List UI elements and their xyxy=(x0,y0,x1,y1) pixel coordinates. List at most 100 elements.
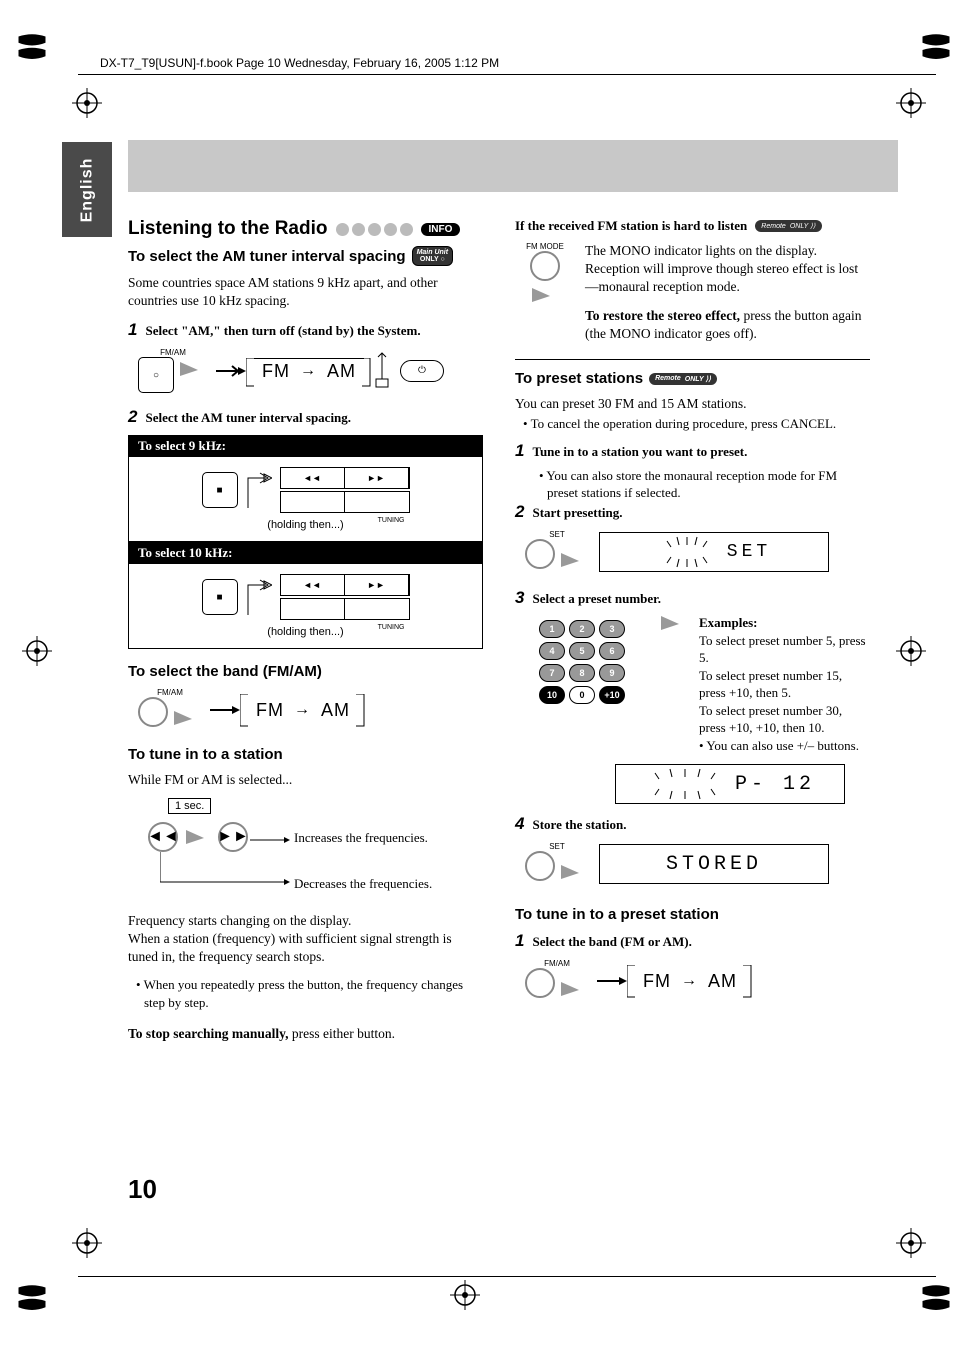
lcd-preset: P- 12 xyxy=(615,764,845,804)
subsection-text: To select the AM tuner interval spacing xyxy=(128,248,406,265)
rewind-icon: ◄◄ xyxy=(281,468,345,488)
tuning-buttons: ◄◄ ►► xyxy=(280,467,410,489)
reg-mark-br xyxy=(896,1228,926,1263)
remote-only-badge: Remote ONLY ⟩⟩ xyxy=(755,220,821,232)
lcd-p-text: P- 12 xyxy=(735,773,815,796)
example-1: To select preset number 5, press 5. xyxy=(699,633,866,666)
am-label: AM xyxy=(327,361,356,382)
arrow-icon: → xyxy=(294,701,311,719)
lcd-stored-text: STORED xyxy=(666,853,762,876)
keypad: 1 2 3 4 5 6 7 8 9 10 0 +10 xyxy=(539,620,625,704)
reg-mark-tl xyxy=(72,88,102,123)
select-10khz-box: ■ ◄◄ ►► TUNING (holding then...) xyxy=(128,564,483,649)
am-label: AM xyxy=(708,971,737,992)
key-4: 4 xyxy=(539,642,565,660)
decorative-dots xyxy=(336,223,413,236)
press-arrow-icon xyxy=(178,360,208,378)
pointer-icon xyxy=(372,351,392,391)
set-label: SET xyxy=(525,530,589,539)
increases-text: Increases the frequencies. xyxy=(294,830,428,846)
preset-cancel: • To cancel the operation during procedu… xyxy=(523,415,870,433)
step-number: 3 xyxy=(515,588,524,608)
preset-cancel-text: To cancel the operation during procedure… xyxy=(531,416,837,431)
subsection-am-interval: To select the AM tuner interval spacing … xyxy=(128,246,483,266)
fmam-label: FM/AM xyxy=(525,959,589,968)
arrow-icon: → xyxy=(681,972,698,990)
holding-text: (holding then...) xyxy=(267,626,343,638)
binder-mark-br xyxy=(918,1283,954,1319)
key-8: 8 xyxy=(569,664,595,682)
language-tab-label: English xyxy=(78,157,96,222)
diagram-stored: SET STORED xyxy=(525,842,870,886)
p-step1-text: Tune in to a station you want to preset. xyxy=(532,444,870,460)
key-5: 5 xyxy=(569,642,595,660)
press-arrow-icon xyxy=(184,828,214,846)
select-9khz-header: To select 9 kHz: xyxy=(128,435,483,457)
fm-am-cycle: FM → AM xyxy=(248,698,358,723)
stop-button-icon: ■ xyxy=(202,472,238,508)
diagram-band-2: FM/AM FM → AM xyxy=(525,959,870,1003)
crop-line-bottom xyxy=(78,1276,936,1277)
arrow-right-icon xyxy=(597,974,627,988)
diagram-band: FM/AM FM → AM xyxy=(138,688,483,732)
arrow-icon: → xyxy=(300,362,317,380)
fmam-round-button-icon xyxy=(138,697,168,727)
burst-icon xyxy=(645,767,735,801)
divider xyxy=(515,359,870,360)
tuning-buttons-2: TUNING xyxy=(280,598,410,620)
binder-mark-tl xyxy=(14,32,50,68)
diagram-tune: 1 sec. ◄◄ ►► Increases the frequencies. … xyxy=(138,798,483,898)
intro-text: Some countries space AM stations 9 kHz a… xyxy=(128,274,483,310)
p-step1-sub-text: You can also store the monaural receptio… xyxy=(546,468,837,501)
tune-intro: While FM or AM is selected... xyxy=(128,771,483,789)
example-2: To select preset number 15, press +10, t… xyxy=(699,668,842,701)
step-number: 2 xyxy=(515,502,524,522)
forward-button-icon: ►► xyxy=(218,822,248,852)
press-arrow-icon xyxy=(172,709,202,727)
press-arrow-icon xyxy=(530,286,560,304)
tp-step1-text: Select the band (FM or AM). xyxy=(532,934,870,950)
step-2-text: Select the AM tuner interval spacing. xyxy=(145,410,483,426)
p-step4-text: Store the station. xyxy=(532,817,870,833)
reg-mark-bc xyxy=(450,1280,480,1315)
line-down-icon xyxy=(160,852,290,888)
fmam-label: FM/AM xyxy=(138,688,202,697)
decreases-text: Decreases the frequencies. xyxy=(294,876,432,892)
set-button-icon xyxy=(525,539,555,569)
preset-title: To preset stations Remote ONLY ⟩⟩ xyxy=(515,370,870,387)
right-column: If the received FM station is hard to li… xyxy=(515,218,870,1054)
preset-step-2: 2 Start presetting. xyxy=(515,502,870,522)
select-10khz-header: To select 10 kHz: xyxy=(128,542,483,564)
reg-mark-tr xyxy=(896,88,926,123)
step-1-text: Select "AM," then turn off (stand by) th… xyxy=(145,323,483,339)
fmam-button-icon: ○ xyxy=(138,357,174,393)
doc-header: DX-T7_T9[USUN]-f.book Page 10 Wednesday,… xyxy=(100,56,499,70)
standby-button-icon: ⏻ xyxy=(400,360,444,382)
examples-label: Examples: xyxy=(699,615,758,630)
subsection-tune-station: To tune in to a station xyxy=(128,746,483,763)
press-arrow-icon xyxy=(559,980,589,998)
p-step1-sub: • You can also store the monaural recept… xyxy=(539,467,870,502)
page-number: 10 xyxy=(128,1174,157,1205)
fm-label: FM xyxy=(256,700,284,721)
freq-text: Frequency starts changing on the display… xyxy=(128,912,483,967)
press-arrow-icon xyxy=(659,614,689,632)
arrow-right-icon xyxy=(216,364,246,378)
p-step3-text: Select a preset number. xyxy=(532,591,870,607)
diagram-fmam-standby: FM/AM ○ FM → AM ⏻ xyxy=(138,348,483,393)
diagram-set: SET SET xyxy=(525,530,870,574)
fmam-round-button-icon xyxy=(525,968,555,998)
step-1: 1 Select "AM," then turn off (stand by) … xyxy=(128,320,483,340)
crop-line-top xyxy=(78,74,936,75)
rewind-icon: ◄◄ xyxy=(281,575,345,595)
section-title: Listening to the Radio INFO xyxy=(128,218,483,240)
mono-section: FM MODE The MONO indicator lights on the… xyxy=(515,242,870,353)
tune-preset-title: To tune in to a preset station xyxy=(515,906,870,923)
key-0: 0 xyxy=(569,686,595,704)
stop-button-icon: ■ xyxy=(202,579,238,615)
hard-listen-title: If the received FM station is hard to li… xyxy=(515,218,747,234)
preset-intro: You can preset 30 FM and 15 AM stations. xyxy=(515,395,870,413)
lcd-set: SET xyxy=(599,532,829,572)
key-plus10: +10 xyxy=(599,686,625,704)
tuning-label: TUNING xyxy=(378,517,405,524)
